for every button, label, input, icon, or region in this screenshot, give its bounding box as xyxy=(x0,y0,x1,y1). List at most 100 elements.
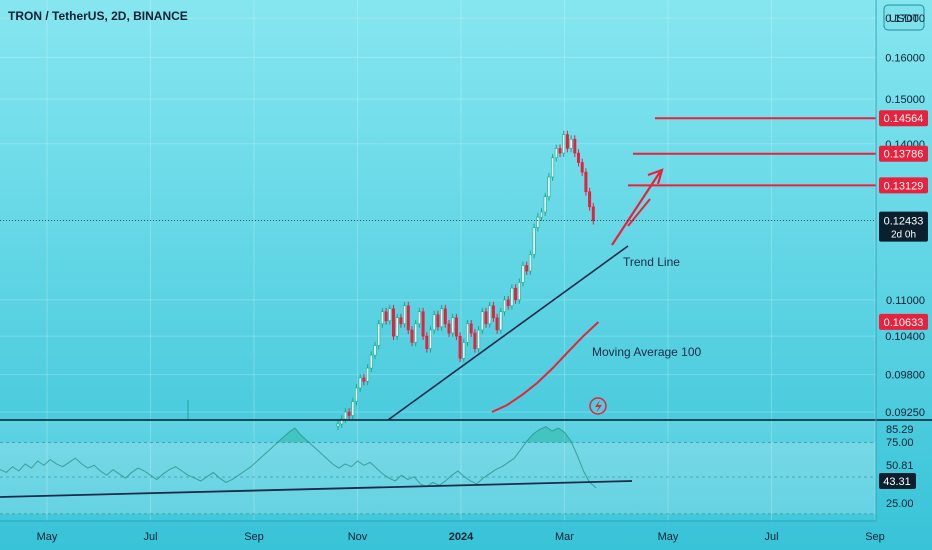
currency-label: USDT xyxy=(889,13,919,25)
candle-body xyxy=(580,162,584,173)
candle-body xyxy=(584,171,588,193)
rsi-band-area xyxy=(0,442,876,515)
candle-body xyxy=(447,323,451,334)
candle-body xyxy=(562,134,566,154)
current-price-timer: 2d 0h xyxy=(891,230,916,241)
candle-body xyxy=(362,377,366,382)
candle-body xyxy=(351,401,355,416)
candle-body xyxy=(565,134,569,149)
candle-body xyxy=(514,287,518,301)
rsi-tick-label: 50.81 xyxy=(886,460,914,472)
price-tick-label: 0.11000 xyxy=(886,295,925,307)
trend-line xyxy=(387,245,629,421)
price-tag-bg xyxy=(879,110,928,127)
price-tag-label: 0.14564 xyxy=(884,113,924,125)
currency-button[interactable]: USDT xyxy=(883,4,925,31)
candle-body xyxy=(443,308,447,325)
candle-body xyxy=(403,305,407,325)
candle-body xyxy=(425,335,429,350)
time-tick-label: Jul xyxy=(764,531,778,543)
current-price-tag-bg xyxy=(879,211,928,242)
lightning-icon[interactable] xyxy=(589,397,607,415)
ma100-line xyxy=(491,321,600,413)
candle-body xyxy=(495,317,499,331)
candle-body xyxy=(377,323,381,346)
candle-body xyxy=(380,311,384,325)
price-candles xyxy=(187,130,595,431)
candle-body xyxy=(588,191,592,208)
candle-body xyxy=(576,152,580,163)
candle-body xyxy=(458,335,462,359)
candle-body xyxy=(436,314,440,328)
rsi-tick-label: 75.00 xyxy=(886,437,914,449)
candle-body xyxy=(417,311,421,325)
candle-body xyxy=(454,317,458,337)
ma100-label: Moving Average 100 xyxy=(592,345,702,359)
candle-body xyxy=(391,308,395,337)
time-tick-label: Jul xyxy=(143,531,157,543)
price-tag-label: 0.10633 xyxy=(884,317,924,329)
price-tick-label: 0.15000 xyxy=(885,94,925,106)
candle-body xyxy=(521,265,525,283)
candle-body xyxy=(354,387,358,402)
rsi-tick-label: 43.31 xyxy=(883,476,911,488)
candle-body xyxy=(532,227,536,255)
candle-body xyxy=(525,265,529,272)
candle-body xyxy=(491,305,495,319)
price-tick-label: 0.09800 xyxy=(885,370,925,382)
candle-body xyxy=(432,314,436,331)
candle-body xyxy=(499,311,503,331)
target-arrow xyxy=(611,171,661,246)
candle-body xyxy=(395,317,399,337)
price-tag-bg xyxy=(879,145,928,162)
candle-body xyxy=(388,308,392,322)
time-axis[interactable]: May Jul Sep Nov 2024 Mar May Jul Sep xyxy=(37,531,885,543)
candle-body xyxy=(477,329,481,350)
candle-body xyxy=(421,311,425,337)
trend-line-label: Trend Line xyxy=(623,255,680,269)
rsi-tick-label: 25.00 xyxy=(886,498,914,510)
candle-body xyxy=(569,138,573,149)
time-tick-label: Mar xyxy=(555,531,574,543)
price-tick-label: 0.17000 xyxy=(885,13,925,25)
candle-body xyxy=(473,332,477,350)
candle-body xyxy=(373,345,377,356)
candle-body xyxy=(554,148,558,159)
candle-body xyxy=(543,196,547,213)
candle-body xyxy=(536,216,540,228)
rsi-band-fill xyxy=(0,442,876,514)
candle-body xyxy=(336,423,340,427)
candle-body xyxy=(528,254,532,272)
price-tick-label: 0.09250 xyxy=(885,407,925,419)
time-tick-label: May xyxy=(37,531,58,543)
candle-body xyxy=(406,305,410,331)
candle-body xyxy=(347,411,351,416)
target-arrow-head xyxy=(647,168,664,185)
candle-body xyxy=(343,411,347,420)
candle-body xyxy=(440,308,444,328)
candle-body xyxy=(502,299,506,313)
candle-body xyxy=(480,311,484,331)
time-tick-label: Sep xyxy=(865,531,885,543)
candle-body xyxy=(410,329,414,343)
price-tag-bg xyxy=(879,177,928,194)
candle-body xyxy=(469,323,473,334)
rsi-current-tag-bg xyxy=(879,473,916,489)
price-tags: 0.14564 0.13786 0.13129 0.10633 0.12433 2d 0h xyxy=(879,110,928,330)
candle-body xyxy=(414,323,418,343)
candle-body xyxy=(384,311,388,322)
candle-body xyxy=(428,329,432,350)
rsi-trend-line xyxy=(0,480,633,498)
rsi-line xyxy=(0,426,597,489)
candle-body xyxy=(399,317,403,325)
target-connector xyxy=(627,198,651,227)
time-tick-label: Sep xyxy=(244,531,264,543)
rsi-tick-label: 85.29 xyxy=(886,424,914,436)
candle-body xyxy=(451,317,455,334)
candle-body xyxy=(462,342,466,359)
price-tag-label: 0.13786 xyxy=(884,149,924,161)
time-tick-label: May xyxy=(658,531,679,543)
candle-body xyxy=(484,311,488,325)
